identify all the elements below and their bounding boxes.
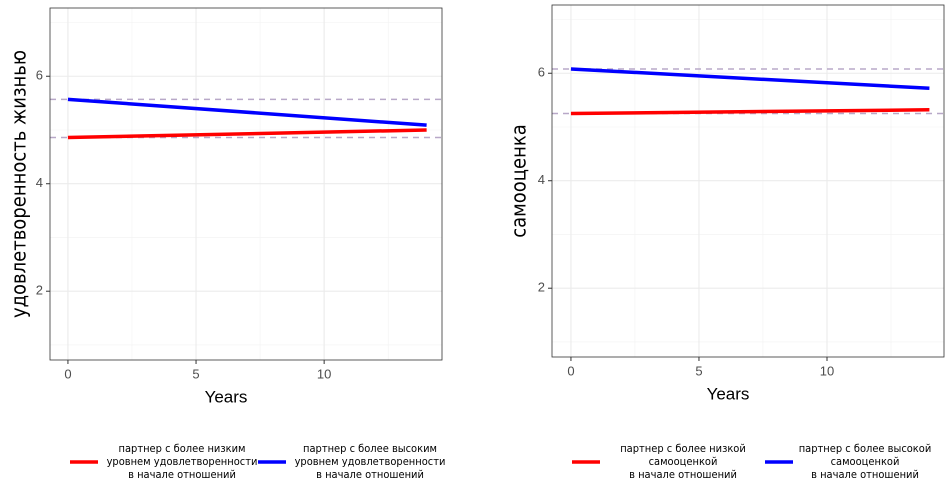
x-tick-label: 5	[192, 366, 199, 381]
y-tick-label: 4	[36, 175, 43, 190]
x-tick-label: 0	[567, 363, 574, 378]
legend-label: партнер с более низким уровнем удовлетво…	[106, 442, 258, 481]
legend-label: партнер с более высокой самооценкой в на…	[798, 442, 932, 481]
y-tick-label: 4	[538, 172, 545, 187]
x-tick-label: 10	[317, 366, 331, 381]
legend-label: партнер с более высоким уровнем удовлетв…	[294, 442, 446, 481]
y-tick-label: 2	[538, 280, 545, 295]
y-tick-label: 6	[36, 68, 43, 83]
x-tick-label: 5	[695, 363, 702, 378]
x-tick-label: 0	[64, 366, 71, 381]
panel-border	[49, 7, 443, 361]
series-line	[570, 108, 930, 116]
y-tick-label: 6	[538, 65, 545, 80]
y-axis-label: самооценка	[507, 124, 531, 238]
x-tick-label: 10	[820, 363, 834, 378]
legend-label: партнер с более низкой самооценкой в нач…	[620, 442, 746, 481]
panel-border	[551, 4, 945, 358]
y-tick-label: 2	[36, 283, 43, 298]
series-line	[67, 97, 427, 127]
series-line	[67, 128, 427, 140]
y-axis-label: удовлетворенность жизнью	[7, 50, 31, 318]
series-line	[570, 67, 930, 91]
x-axis-label: Years	[205, 387, 248, 406]
x-axis-label: Years	[707, 384, 750, 403]
